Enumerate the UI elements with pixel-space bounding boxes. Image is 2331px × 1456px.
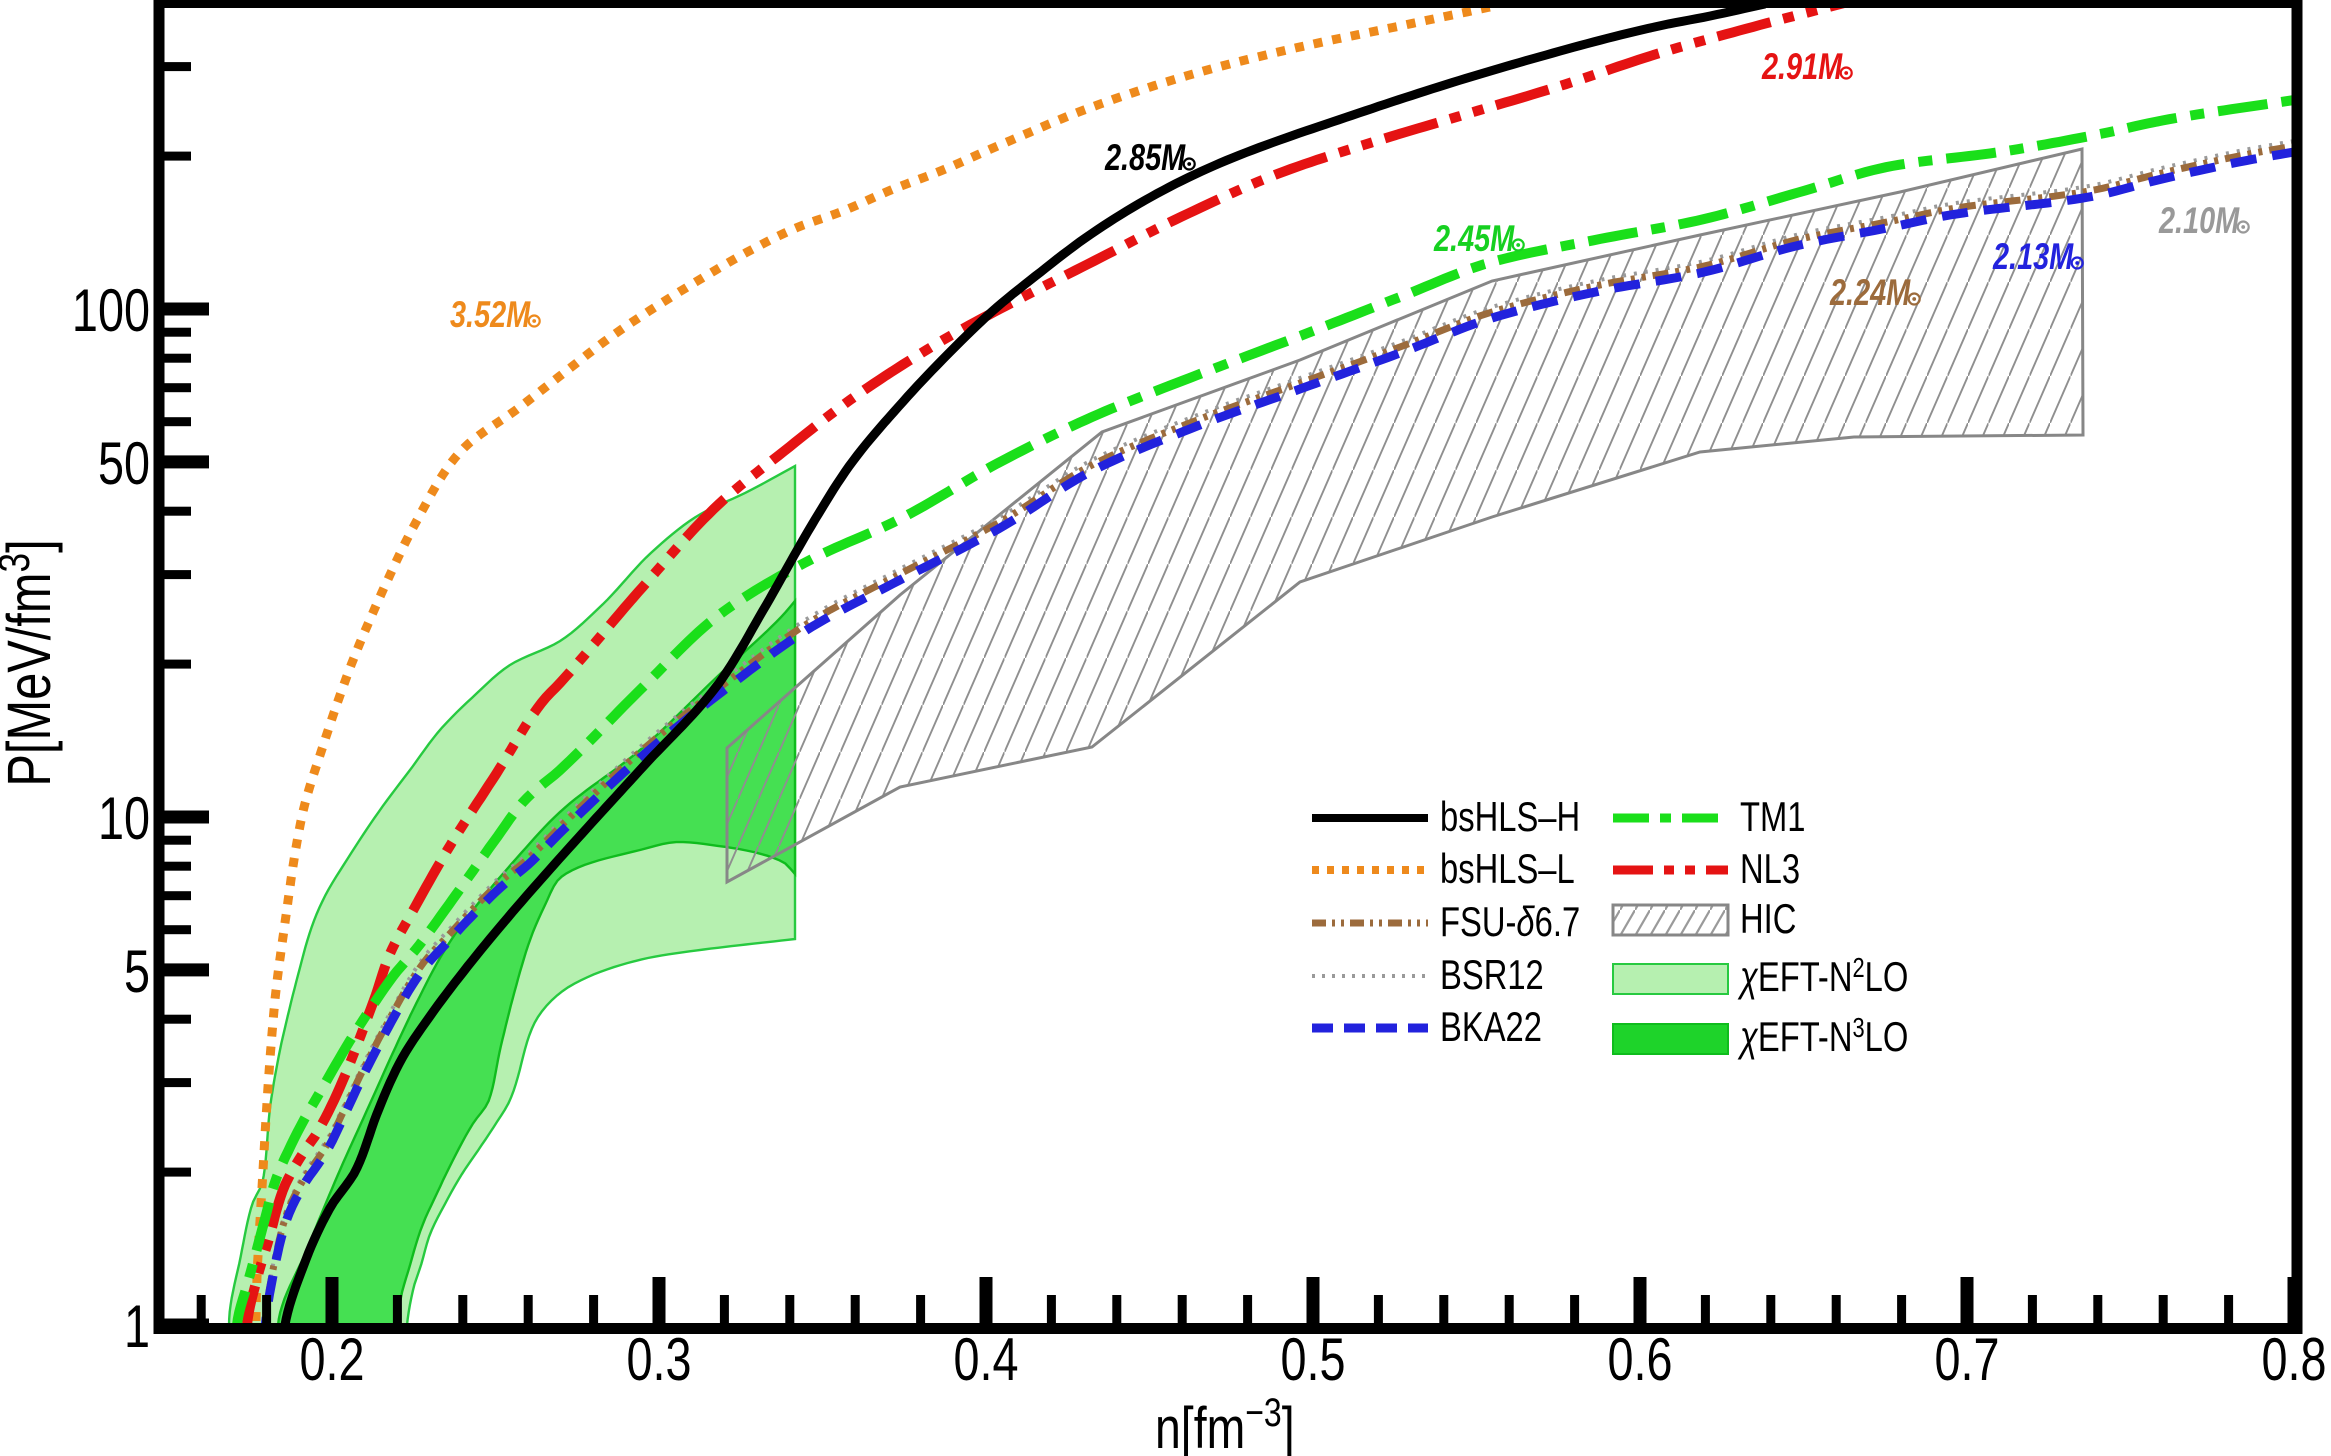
svg-text:10: 10	[98, 785, 150, 852]
svg-text:0.5: 0.5	[1280, 1326, 1345, 1393]
svg-text:0.7: 0.7	[1934, 1326, 1999, 1393]
svg-text:50: 50	[98, 430, 150, 497]
svg-text:0.6: 0.6	[1607, 1326, 1672, 1393]
svg-text:0.4: 0.4	[953, 1326, 1018, 1393]
svg-text:5: 5	[124, 938, 150, 1005]
svg-text:2.13M: 2.13M	[1992, 237, 2074, 278]
svg-text:2.10M: 2.10M	[2158, 201, 2240, 242]
svg-text:BKA22: BKA22	[1440, 1003, 1542, 1050]
svg-text:χEFT-N2LO: χEFT-N2LO	[1737, 952, 1908, 999]
svg-text:2.91M: 2.91M	[1761, 47, 1843, 88]
svg-text:NL3: NL3	[1740, 845, 1800, 892]
svg-text:HIC: HIC	[1740, 895, 1796, 942]
svg-text:1: 1	[124, 1293, 150, 1360]
svg-text:FSU-δ6.7: FSU-δ6.7	[1440, 898, 1580, 945]
svg-text:3.52M: 3.52M	[450, 295, 531, 336]
svg-text:χEFT-N3LO: χEFT-N3LO	[1737, 1012, 1908, 1059]
svg-text:bsHLS–L: bsHLS–L	[1440, 845, 1575, 892]
svg-text:0.8: 0.8	[2261, 1326, 2326, 1393]
svg-text:100: 100	[72, 277, 150, 344]
svg-text:2.24M: 2.24M	[1829, 273, 1911, 314]
svg-text:P[MeV/fm3]: P[MeV/fm3]	[0, 539, 63, 786]
svg-text:bsHLS–H: bsHLS–H	[1440, 793, 1580, 840]
svg-text:BSR12: BSR12	[1440, 951, 1544, 998]
svg-text:2.85M: 2.85M	[1104, 138, 1186, 179]
svg-text:TM1: TM1	[1740, 793, 1806, 840]
svg-text:2.45M: 2.45M	[1433, 219, 1515, 260]
svg-text:0.3: 0.3	[626, 1326, 691, 1393]
svg-text:0.2: 0.2	[299, 1326, 364, 1393]
